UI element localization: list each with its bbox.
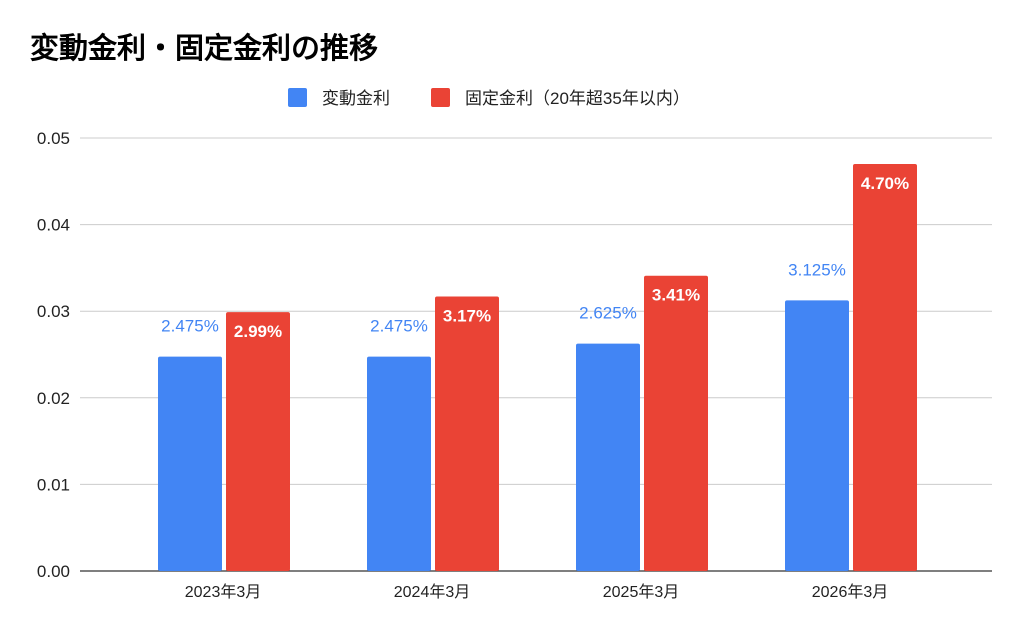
- bar-fixed: [435, 296, 499, 571]
- y-tick-label: 0.01: [37, 475, 70, 494]
- bar-variable: [158, 356, 222, 571]
- data-label: 3.17%: [443, 306, 491, 325]
- chart-title: 変動金利・固定金利の推移: [30, 31, 378, 65]
- data-label: 4.70%: [861, 174, 909, 193]
- bar-fixed: [644, 275, 708, 571]
- bar-variable: [367, 356, 431, 571]
- legend-swatch-0: [288, 88, 307, 107]
- x-tick-label: 2026年3月: [812, 583, 889, 601]
- bar-fixed: [226, 312, 290, 571]
- data-label: 2.625%: [579, 304, 637, 323]
- bar-fixed: [853, 163, 917, 572]
- x-tick-label: 2023年3月: [185, 583, 262, 601]
- y-tick-label: 0.05: [37, 129, 70, 148]
- legend-swatch-1: [431, 88, 450, 107]
- y-tick-label: 0.03: [37, 302, 70, 321]
- data-label: 3.41%: [652, 286, 700, 305]
- legend: 変動金利 固定金利（20年超35年以内）: [288, 88, 690, 108]
- data-label: 2.99%: [234, 322, 282, 341]
- y-tick-label: 0.02: [37, 389, 70, 408]
- x-tick-label: 2024年3月: [394, 583, 471, 601]
- x-tick-label: 2025年3月: [603, 583, 680, 601]
- legend-label-1: 固定金利（20年超35年以内）: [465, 89, 690, 108]
- bar-variable: [785, 300, 849, 571]
- y-tick-label: 0.00: [37, 562, 70, 581]
- data-label: 2.475%: [370, 317, 428, 336]
- data-label: 2.475%: [161, 317, 219, 336]
- legend-label-0: 変動金利: [322, 89, 390, 108]
- bar-variable: [576, 343, 640, 571]
- y-tick-label: 0.04: [37, 216, 70, 235]
- data-label: 3.125%: [788, 260, 846, 279]
